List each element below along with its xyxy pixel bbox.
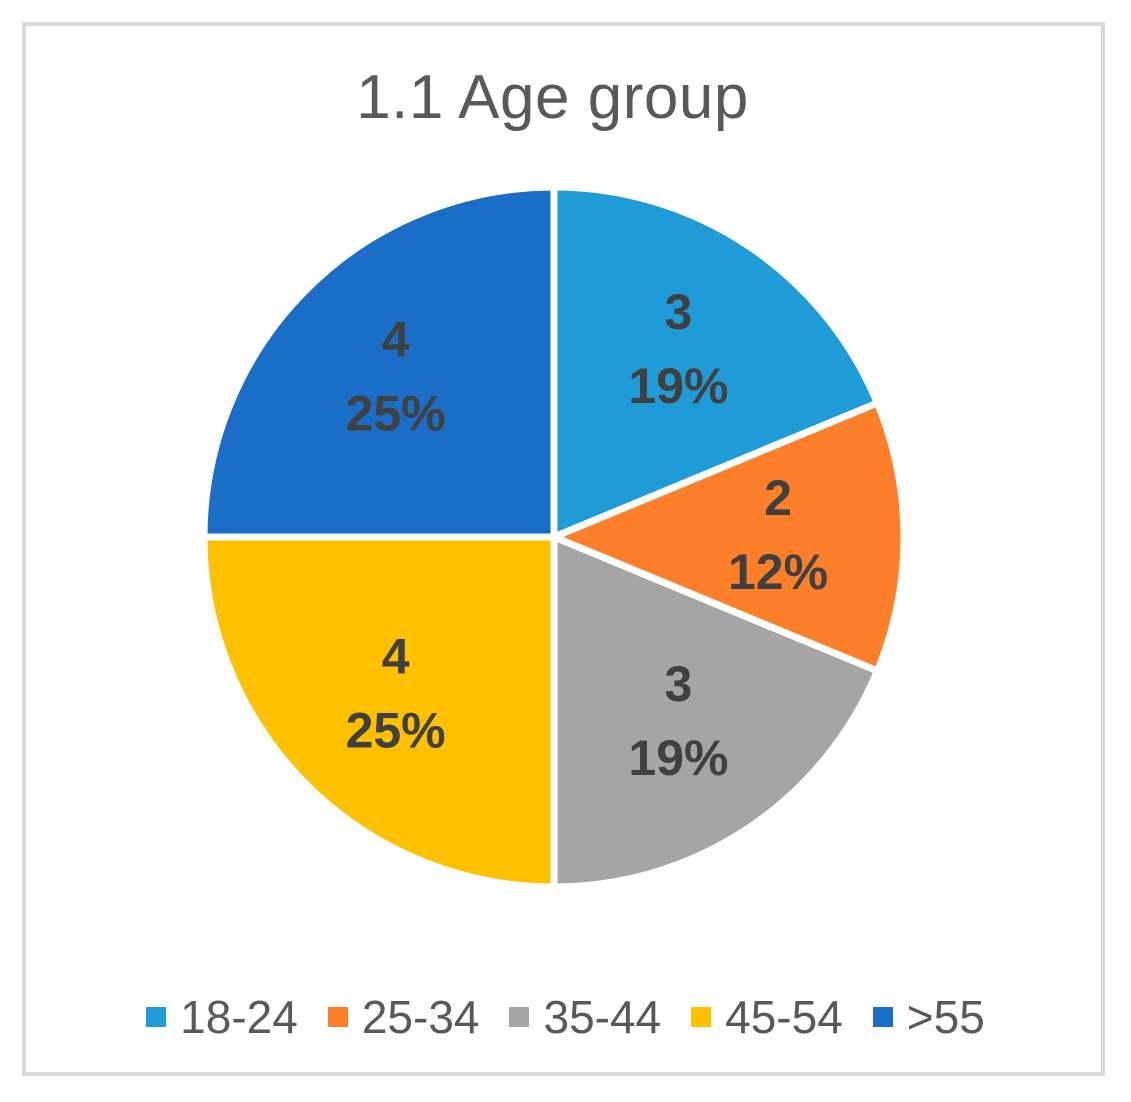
legend-label-45-54: 45-54 [725,991,843,1043]
slice-value-label-45-54: 4 [382,628,410,684]
legend-label-25-34: 25-34 [361,991,480,1043]
pie-slice-over-55 [200,183,558,541]
slice-value-label-over-55: 4 [382,312,410,368]
legend-swatch-35-44 [509,1007,530,1027]
legend-item-35-44: 35-44 [509,990,661,1044]
pie-slice-45-54 [200,533,558,891]
legend-label-over-55: >55 [906,991,985,1043]
legend-item-25-34: 25-34 [327,990,480,1044]
slice-percent-label-18-24: 19% [628,358,728,414]
pie-slice-25-34 [544,398,908,676]
legend: 18-24 25-34 35-44 45-54 >55 [0,990,1131,1044]
slice-percent-label-25-34: 12% [728,544,828,600]
slice-percent-label-over-55: 25% [346,386,446,442]
slice-percent-label-35-44: 19% [628,730,728,786]
chart-title: 1.1 Age group [356,63,749,132]
slice-value-label-25-34: 2 [764,470,792,526]
legend-item-18-24: 18-24 [146,990,298,1044]
legend-swatch-25-34 [327,1007,348,1027]
legend-swatch-over-55 [872,1007,893,1027]
pie-slice-35-44 [550,531,882,891]
legend-item-over-55: >55 [872,990,985,1044]
slice-percent-label-45-54: 25% [346,702,446,758]
legend-label-35-44: 35-44 [543,991,662,1043]
slice-value-label-35-44: 3 [665,656,693,712]
slice-value-label-18-24: 3 [665,284,693,340]
legend-swatch-18-24 [146,1007,167,1027]
pie-slice-18-24 [550,183,882,543]
legend-label-18-24: 18-24 [180,991,298,1043]
legend-swatch-45-54 [691,1007,712,1027]
legend-item-45-54: 45-54 [691,990,843,1044]
